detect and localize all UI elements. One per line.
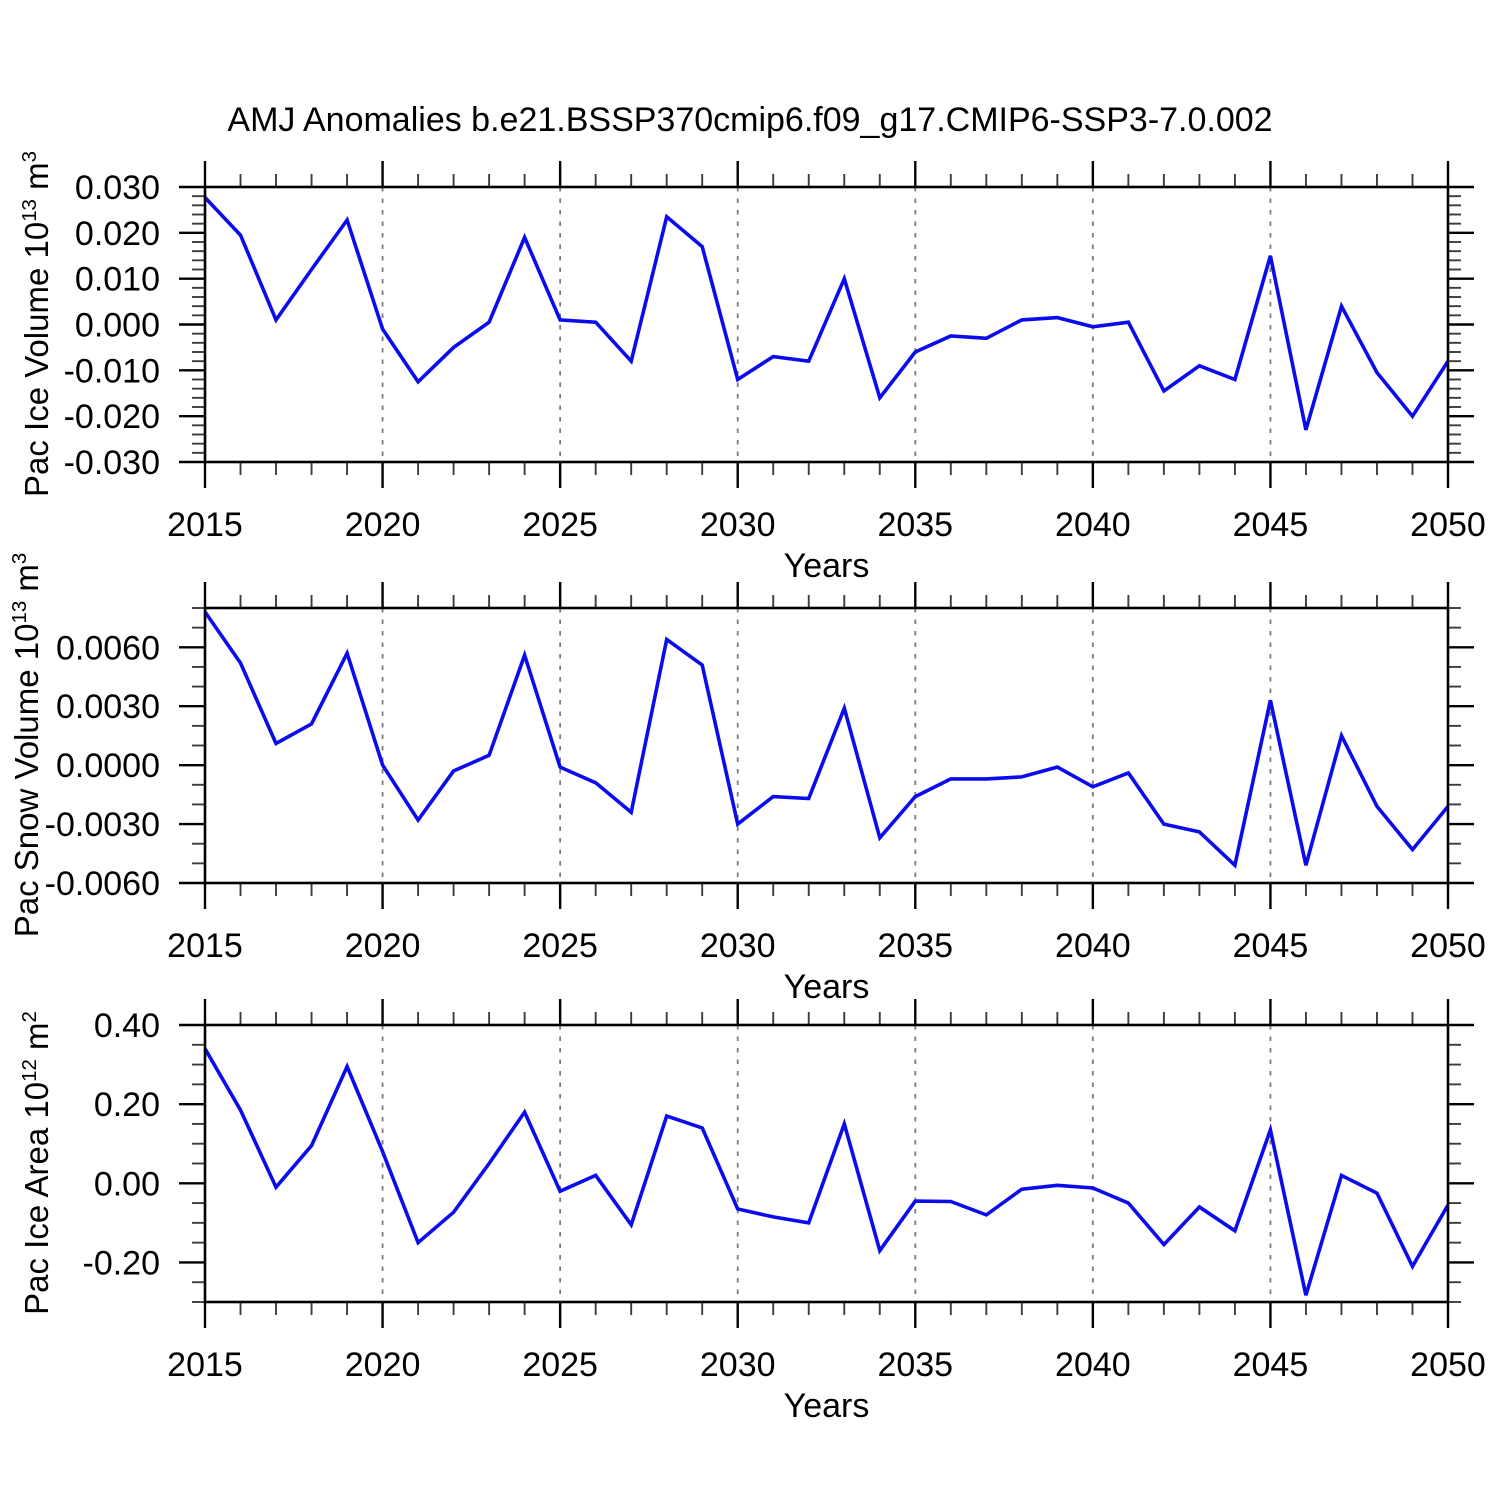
x-tick-label: 2020 xyxy=(345,927,421,965)
plot-border xyxy=(203,185,1450,464)
x-tick-label: 2045 xyxy=(1233,506,1309,544)
x-tick-label: 2015 xyxy=(167,1346,243,1384)
x-tick-label: 2015 xyxy=(167,927,243,965)
x-tick-label: 2015 xyxy=(167,506,243,544)
x-tick-label: 2050 xyxy=(1410,506,1486,544)
data-line xyxy=(203,1047,1450,1296)
y-axis-title-ice-area: Pac Ice Area 1012 m2 xyxy=(18,1011,55,1315)
x-tick-label: 2030 xyxy=(700,506,776,544)
y-tick-label: -0.030 xyxy=(64,444,160,482)
x-tick-label: 2045 xyxy=(1233,1346,1309,1384)
data-line xyxy=(203,196,1450,431)
x-tick-label: 2035 xyxy=(877,1346,953,1384)
x-tick-label: 2025 xyxy=(522,506,598,544)
x-tick-label: 2050 xyxy=(1410,1346,1486,1384)
x-tick-label: 2020 xyxy=(345,1346,421,1384)
panel-0: 0.0300.0200.0100.000-0.010-0.020-0.03020… xyxy=(64,161,1486,585)
x-tick-label: 2040 xyxy=(1055,927,1131,965)
plot-border xyxy=(203,606,1450,885)
y-tick-label: 0.40 xyxy=(94,1007,160,1045)
y-tick-label: -0.010 xyxy=(64,352,160,390)
y-tick-label: 0.010 xyxy=(75,261,160,299)
y-tick-label: 0.0060 xyxy=(56,629,160,667)
y-axis-title-snow-volume: Pac Snow Volume 1013 m3 xyxy=(8,552,45,938)
y-tick-label: 0.20 xyxy=(94,1086,160,1124)
y-tick-label: 0.030 xyxy=(75,169,160,207)
x-tick-label: 2020 xyxy=(345,506,421,544)
y-tick-label: -0.20 xyxy=(83,1244,161,1282)
x-tick-label: 2045 xyxy=(1233,927,1309,965)
plot-border xyxy=(203,1023,1450,1304)
x-tick-label: 2040 xyxy=(1055,1346,1131,1384)
y-tick-label: 0.0000 xyxy=(56,747,160,785)
x-tick-label: 2035 xyxy=(877,506,953,544)
x-tick-label: 2030 xyxy=(700,1346,776,1384)
y-tick-label: 0.000 xyxy=(75,307,160,345)
x-axis-title: Years xyxy=(784,1387,870,1425)
y-tick-label: -0.020 xyxy=(64,398,160,436)
y-tick-label: -0.0030 xyxy=(45,806,160,844)
chart-title: AMJ Anomalies b.e21.BSSP370cmip6.f09_g17… xyxy=(227,101,1273,139)
y-tick-label: -0.0060 xyxy=(45,865,160,903)
y-tick-label: 0.020 xyxy=(75,215,160,253)
x-tick-label: 2025 xyxy=(522,927,598,965)
panel-2: 0.40 0.20 0.00 -0.20 2015 2020 2025 2030 2035 204… xyxy=(83,999,1486,1425)
y-tick-label: 0.00 xyxy=(94,1165,160,1203)
y-axis-title-ice-volume: Pac Ice Volume 1013 m3 xyxy=(18,151,55,497)
data-line xyxy=(203,610,1450,869)
x-tick-label: 2040 xyxy=(1055,506,1131,544)
x-axis-title: Years xyxy=(784,968,870,1006)
x-tick-label: 2030 xyxy=(700,927,776,965)
y-tick-label: 0.0030 xyxy=(56,688,160,726)
x-tick-label: 2050 xyxy=(1410,927,1486,965)
x-axis-title: Years xyxy=(784,547,870,585)
x-tick-label: 2025 xyxy=(522,1346,598,1384)
x-tick-label: 2035 xyxy=(877,927,953,965)
